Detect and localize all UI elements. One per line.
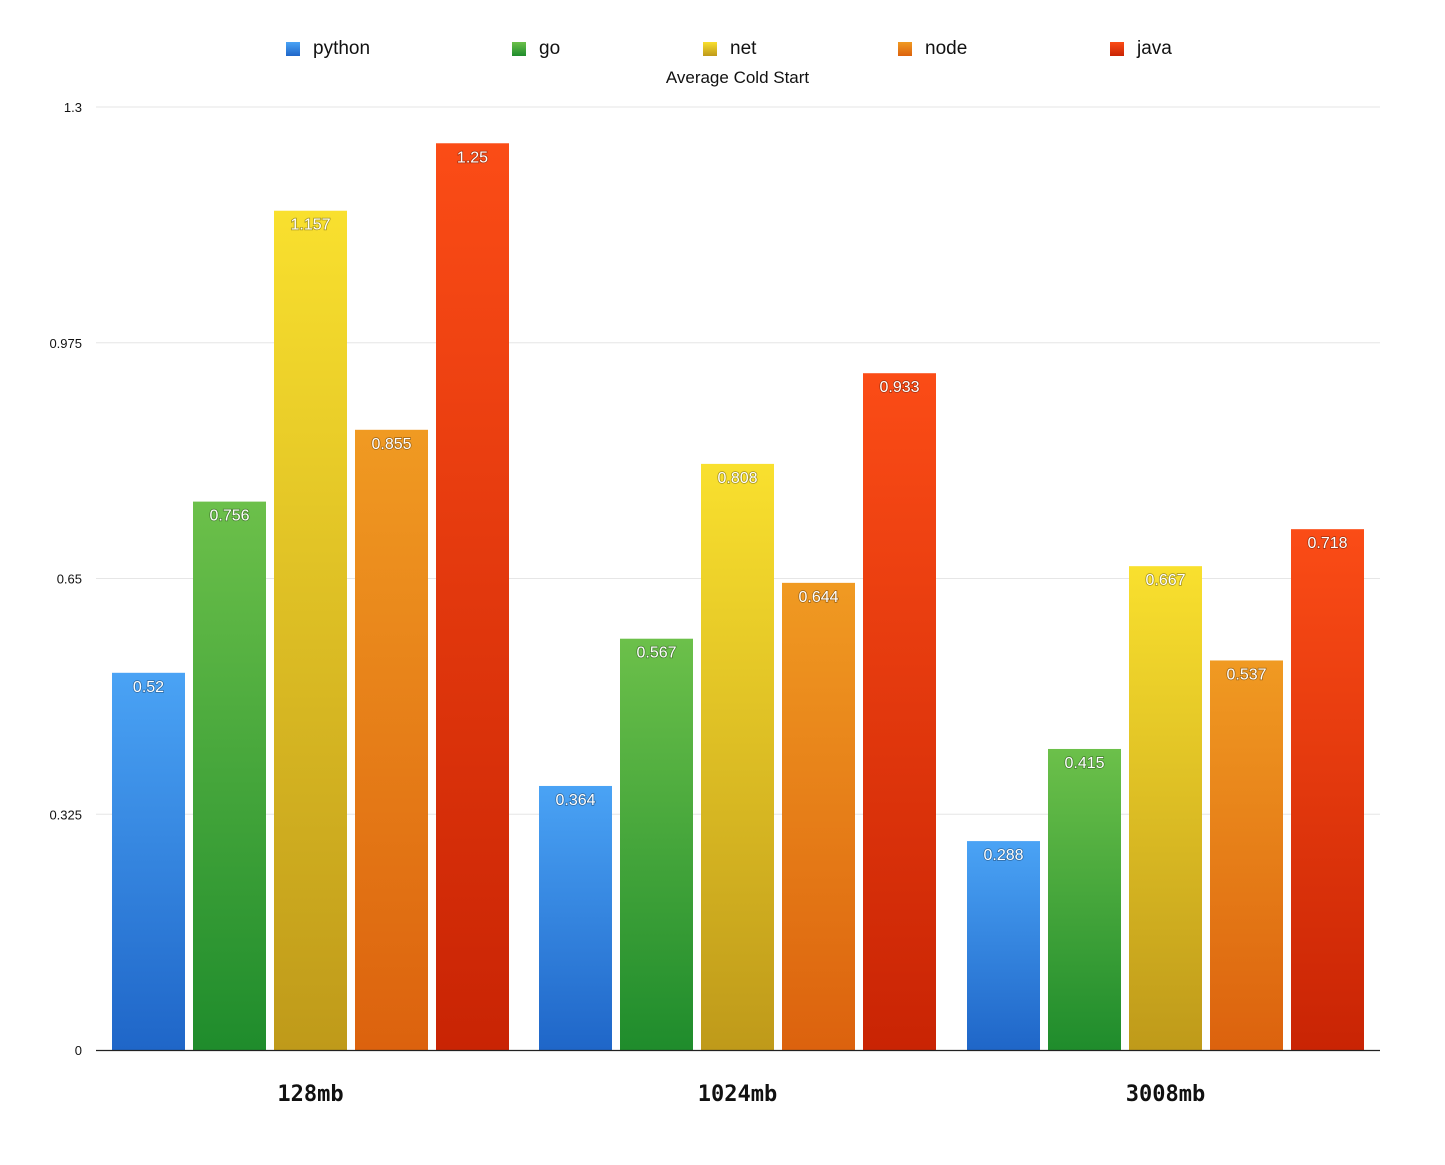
x-category-label: 1024mb bbox=[698, 1082, 777, 1107]
legend: python go net node java bbox=[0, 38, 1445, 64]
bar-value-label: 0.756 bbox=[209, 508, 249, 525]
bar-node-128mb[interactable] bbox=[355, 429, 428, 1050]
y-tick-label: 1.3 bbox=[64, 100, 82, 115]
legend-label-python: python bbox=[313, 38, 371, 59]
bar-value-label: 0.415 bbox=[1064, 755, 1104, 772]
legend-item-java[interactable]: java bbox=[1110, 38, 1172, 60]
bar-value-label: 1.25 bbox=[457, 149, 488, 166]
bar-value-label: 0.52 bbox=[133, 679, 164, 696]
y-tick-label: 0 bbox=[75, 1043, 82, 1058]
legend-label-java: java bbox=[1137, 38, 1172, 59]
bar-go-1024mb[interactable] bbox=[620, 638, 693, 1050]
axes: 0 0.325 0.65 0.975 1.3 128mb 1024mb 3008mb bbox=[49, 100, 1380, 1107]
bar-python-3008mb[interactable] bbox=[967, 841, 1040, 1050]
bar-value-label: 0.933 bbox=[879, 379, 919, 396]
bar-net-128mb[interactable] bbox=[274, 210, 347, 1051]
legend-label-net: net bbox=[730, 38, 757, 59]
bar-value-label: 0.808 bbox=[717, 470, 757, 487]
x-category-label: 128mb bbox=[277, 1082, 343, 1107]
bar-net-3008mb[interactable] bbox=[1129, 566, 1202, 1050]
bar-value-label: 0.855 bbox=[371, 436, 411, 453]
bar-value-label: 0.644 bbox=[798, 589, 838, 606]
bar-java-3008mb[interactable] bbox=[1291, 529, 1364, 1050]
bar-value-label: 1.157 bbox=[290, 217, 330, 234]
legend-label-go: go bbox=[539, 38, 561, 59]
legend-label-node: node bbox=[925, 38, 968, 59]
bar-node-3008mb[interactable] bbox=[1210, 660, 1283, 1050]
bar-go-128mb[interactable] bbox=[193, 501, 266, 1050]
legend-swatch-net bbox=[703, 42, 717, 56]
x-category-label: 3008mb bbox=[1126, 1082, 1205, 1107]
bar-value-label: 0.364 bbox=[555, 792, 595, 809]
bar-value-label: 0.567 bbox=[636, 645, 676, 662]
legend-item-python[interactable]: python bbox=[286, 38, 370, 60]
legend-item-net[interactable]: net bbox=[703, 38, 756, 60]
legend-swatch-java bbox=[1110, 42, 1124, 56]
bar-value-label: 0.718 bbox=[1307, 535, 1347, 552]
legend-swatch-node bbox=[898, 42, 912, 56]
bar-value-label: 0.288 bbox=[983, 847, 1023, 864]
chart-title: Average Cold Start bbox=[665, 68, 810, 87]
y-tick-label: 0.325 bbox=[49, 807, 82, 822]
bar-net-1024mb[interactable] bbox=[701, 463, 774, 1050]
bar-value-label: 0.537 bbox=[1226, 666, 1266, 683]
legend-swatch-python bbox=[286, 42, 300, 56]
bars: 0.52 0.756 1.157 0.855 1.25 0.364 0.567 0.808 0.… bbox=[112, 143, 1364, 1051]
bar-python-128mb[interactable] bbox=[112, 672, 185, 1050]
legend-item-go[interactable]: go bbox=[512, 38, 560, 60]
legend-swatch-go bbox=[512, 42, 526, 56]
bar-go-3008mb[interactable] bbox=[1048, 748, 1121, 1050]
y-tick-label: 0.975 bbox=[49, 336, 82, 351]
bar-java-128mb[interactable] bbox=[436, 143, 509, 1050]
bar-node-1024mb[interactable] bbox=[782, 582, 855, 1050]
bar-java-1024mb[interactable] bbox=[863, 373, 936, 1050]
bar-value-label: 0.667 bbox=[1145, 572, 1185, 589]
y-tick-label: 0.65 bbox=[57, 572, 82, 587]
bar-python-1024mb[interactable] bbox=[539, 785, 612, 1050]
legend-item-node[interactable]: node bbox=[898, 38, 967, 60]
